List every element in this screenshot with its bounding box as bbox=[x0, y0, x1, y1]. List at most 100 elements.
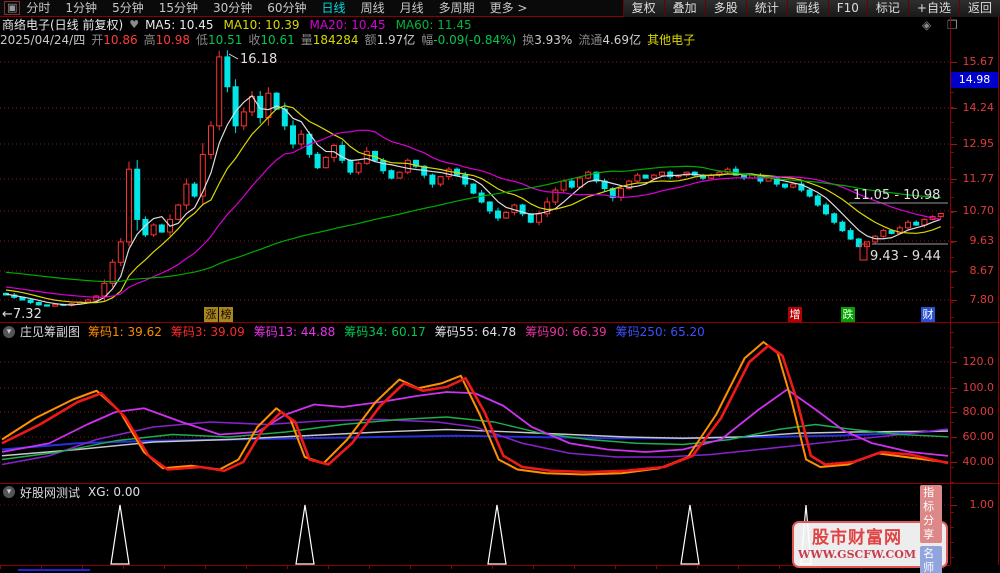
chips-series-筹码34 bbox=[1, 416, 949, 461]
chips-legend: 筹码1: 39.62 筹码3: 39.09 筹码13: 44.88 筹码34: 60.… bbox=[88, 323, 714, 340]
marker-badge-跌[interactable]: 跌 bbox=[841, 307, 855, 322]
axis-tick-label: 12.95 bbox=[962, 137, 995, 150]
axis-tick-label: 60.00 bbox=[962, 430, 995, 443]
stat-item: 2025/04/24/四 bbox=[0, 33, 86, 47]
period-item-8[interactable]: 月线 bbox=[399, 1, 424, 15]
top-toolbar: ▣ 分时 1分钟 5分钟 15分钟 30分钟 60分钟 日线 周线 月线 多周期 更多 > 复权 叠加… bbox=[0, 0, 1000, 17]
watermark-site-name: 股市财富网 bbox=[812, 527, 903, 548]
period-item-10[interactable]: 更多 > bbox=[489, 1, 528, 15]
chips-legend-item: 筹码55: 64.78 bbox=[434, 325, 517, 339]
period-menu: 分时 1分钟 5分钟 15分钟 30分钟 60分钟 日线 周线 月线 多周期 更多 > bbox=[26, 0, 527, 16]
chips-panel-title[interactable]: 庄见筹副图 bbox=[20, 325, 81, 339]
axis-tick-label: 11.77 bbox=[962, 172, 995, 185]
chips-legend-item: 筹码3: 39.09 bbox=[170, 325, 245, 339]
tool-button-0[interactable]: 复权 bbox=[622, 0, 664, 17]
watermark-badge-courses: 名师课程 bbox=[920, 546, 942, 573]
x-axis-ticks bbox=[0, 565, 950, 569]
chips-series-筹码90 bbox=[1, 418, 949, 466]
stock-stats-row: 2025/04/24/四 开10.86 高10.98 低10.51 收10.61 量184… bbox=[0, 32, 948, 47]
axis-tick-label: 120.0 bbox=[962, 355, 995, 368]
collapse-icon[interactable]: ▾ bbox=[3, 486, 15, 498]
collapse-icon[interactable]: ▾ bbox=[3, 325, 15, 338]
stat-item: 幅-0.09(-0.84%) bbox=[421, 33, 517, 47]
signal-value: XG: 0.00 bbox=[88, 485, 141, 499]
watermark-text: 股市财富网 WWW.GSCFW.COM bbox=[798, 527, 917, 561]
axis-tick-label: 9.63 bbox=[969, 234, 995, 247]
tools-menu: 复权 叠加 多股 统计 画线 F10 标记 +自选 返回 bbox=[622, 0, 1000, 17]
stat-item: 开10.86 bbox=[91, 33, 138, 47]
ma-values: MA5: 10.45 MA10: 10.39 MA20: 10.45 MA60: 11… bbox=[145, 18, 482, 32]
stat-item: 额1.97亿 bbox=[364, 33, 416, 47]
tool-button-6[interactable]: 标记 bbox=[866, 0, 908, 17]
chips-legend-item: 筹码1: 39.62 bbox=[88, 325, 162, 339]
tool-button-3[interactable]: 统计 bbox=[745, 0, 787, 17]
stat-item: 量184284 bbox=[300, 33, 359, 47]
axis-tick-label: 1.00 bbox=[969, 498, 995, 511]
ma10-line bbox=[5, 105, 942, 304]
marker-badge-财[interactable]: 财 bbox=[921, 307, 935, 322]
panel-divider-2 bbox=[0, 483, 1000, 484]
marker-badge-榜[interactable]: 榜 bbox=[219, 307, 233, 322]
favorite-heart-icon[interactable]: ♥ bbox=[129, 18, 140, 31]
ma5-line bbox=[5, 94, 941, 306]
period-item-7[interactable]: 周线 bbox=[360, 1, 385, 15]
signal-panel-title[interactable]: 好股网测试 bbox=[20, 485, 81, 500]
watermark-url: WWW.GSCFW.COM bbox=[798, 547, 917, 561]
tool-button-7[interactable]: +自选 bbox=[907, 0, 959, 17]
tool-button-1[interactable]: 叠加 bbox=[663, 0, 705, 17]
axis-tick-label: 8.67 bbox=[969, 264, 995, 277]
signal-spike bbox=[295, 504, 315, 565]
tool-button-5[interactable]: F10 bbox=[827, 0, 867, 17]
period-item-0[interactable]: 分时 bbox=[26, 1, 51, 15]
stock-info-row1: 商络电子(日线 前复权) ♥ MA5: 10.45 MA10: 10.39 MA20… bbox=[0, 17, 948, 33]
ma-value: MA60: 11.45 bbox=[395, 17, 472, 32]
stat-item: 其他电子 bbox=[647, 33, 696, 47]
chips-legend-item: 筹码90: 66.39 bbox=[525, 325, 607, 339]
panel-divider-1 bbox=[0, 322, 1000, 323]
chips-series-筹码1 bbox=[1, 341, 949, 476]
corner-icons[interactable]: ◈ ❐ bbox=[922, 18, 964, 32]
period-item-2[interactable]: 5分钟 bbox=[112, 1, 144, 15]
chips-legend-item: 筹码250: 65.20 bbox=[615, 325, 705, 339]
scroll-position-indicator[interactable] bbox=[18, 569, 90, 571]
tool-button-2[interactable]: 多股 bbox=[704, 0, 746, 17]
marker-badge-涨[interactable]: 涨 bbox=[204, 307, 218, 322]
period-item-9[interactable]: 多周期 bbox=[438, 1, 475, 15]
stat-item: 低10.51 bbox=[195, 33, 243, 47]
period-item-1[interactable]: 1分钟 bbox=[65, 1, 98, 15]
last-price-box: 14.98 bbox=[951, 72, 998, 88]
watermark-box: 股市财富网 WWW.GSCFW.COM 指标分享 名师课程 bbox=[792, 485, 948, 573]
tool-button-4[interactable]: 画线 bbox=[786, 0, 828, 17]
period-item-4[interactable]: 30分钟 bbox=[212, 1, 253, 15]
ma60-line bbox=[5, 165, 941, 283]
watermark-badges: 指标分享 名师课程 bbox=[920, 485, 942, 573]
axis-tick-label: 40.00 bbox=[962, 455, 995, 468]
main-chart-panel[interactable]: 16.18 11.05 - 10.98 9.43 - 9.44 ←7.32 涨榜 增 跌 财 bbox=[0, 48, 950, 322]
signal-spike bbox=[487, 504, 507, 565]
ma-value: MA5: 10.45 bbox=[145, 17, 214, 32]
chips-panel-header: ▾ 庄见筹副图 筹码1: 39.62 筹码3: 39.09 筹码13: 44.88 筹… bbox=[0, 323, 950, 340]
peak-price-annotation: 16.18 bbox=[240, 52, 277, 67]
stat-item: 换3.93% bbox=[522, 33, 573, 47]
stat-item: 流通4.69亿 bbox=[578, 33, 642, 47]
chips-series-筹码3 bbox=[1, 344, 949, 474]
stat-item: 收10.61 bbox=[248, 33, 295, 47]
chips-line-chart[interactable] bbox=[0, 340, 950, 483]
period-item-3[interactable]: 15分钟 bbox=[158, 1, 198, 15]
period-item-5[interactable]: 60分钟 bbox=[267, 1, 307, 15]
ma20-line bbox=[5, 129, 941, 298]
axis-tick-label: 7.80 bbox=[969, 293, 995, 306]
price-axis-column: 15.67 14.24 12.95 11.77 10.70 9.63 8.67 7.80 120… bbox=[951, 17, 999, 565]
signal-spike bbox=[680, 504, 700, 565]
axis-tick-label: 100.0 bbox=[962, 381, 995, 394]
chips-legend-item: 筹码34: 60.17 bbox=[344, 325, 426, 339]
period-item-6[interactable]: 日线 bbox=[321, 1, 346, 15]
axis-border-line bbox=[950, 17, 951, 565]
window-icon[interactable]: ▣ bbox=[4, 1, 21, 15]
axis-tick-label: 80.00 bbox=[962, 405, 995, 418]
tool-button-8[interactable]: 返回 bbox=[958, 0, 1000, 17]
marker-badge-增[interactable]: 增 bbox=[788, 307, 802, 322]
candlestick-chart[interactable]: 16.18 11.05 - 10.98 9.43 - 9.44 ←7.32 bbox=[0, 48, 950, 322]
axis-tick-label: 15.67 bbox=[962, 55, 995, 68]
